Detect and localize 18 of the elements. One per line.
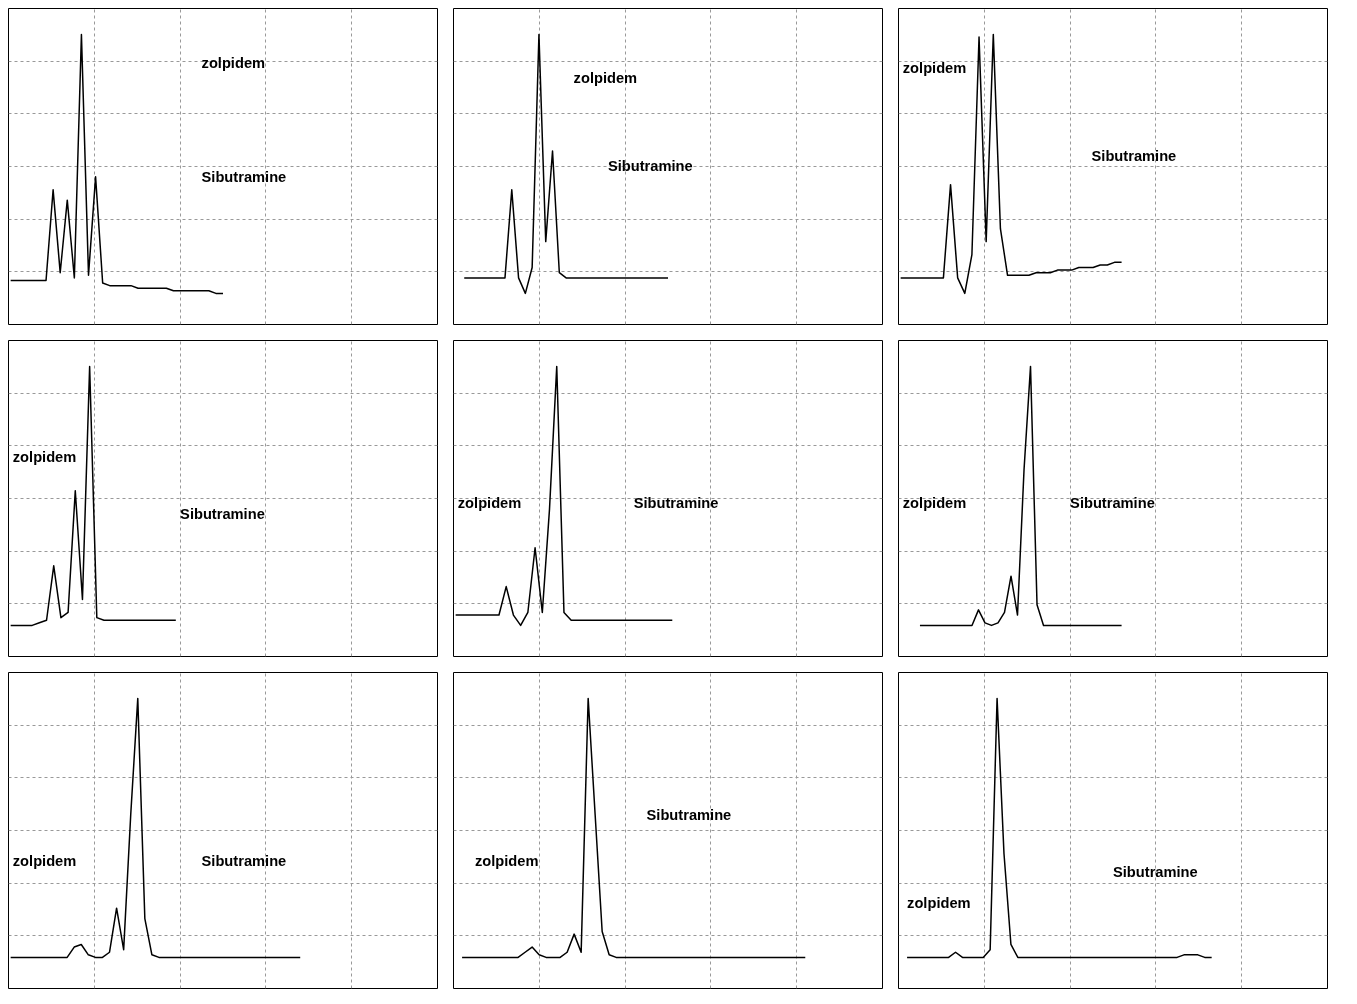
annotation: Sibutramine	[646, 806, 732, 823]
annotation: Sibutramine	[201, 853, 287, 870]
annotation: Sibutramine	[607, 158, 693, 175]
annotation: Sibutramine	[1091, 147, 1177, 164]
annotation: zolpidem	[201, 54, 266, 71]
annotation: zolpidem	[573, 70, 638, 87]
annotation: Sibutramine	[201, 168, 287, 185]
annotation: zolpidem	[902, 59, 967, 76]
annotation: zolpidem	[457, 495, 522, 512]
annotation: zolpidem	[902, 495, 967, 512]
annotation: zolpidem	[12, 448, 77, 465]
annotation: zolpidem	[907, 894, 971, 911]
annotation: Sibutramine	[633, 495, 719, 512]
annotation: zolpidem	[12, 853, 77, 870]
text: Sibutramine	[180, 505, 265, 522]
annotation: Sibutramine	[1070, 495, 1155, 512]
annotation: zolpidem	[474, 853, 539, 870]
annotation: Sibutramine	[1113, 863, 1198, 880]
